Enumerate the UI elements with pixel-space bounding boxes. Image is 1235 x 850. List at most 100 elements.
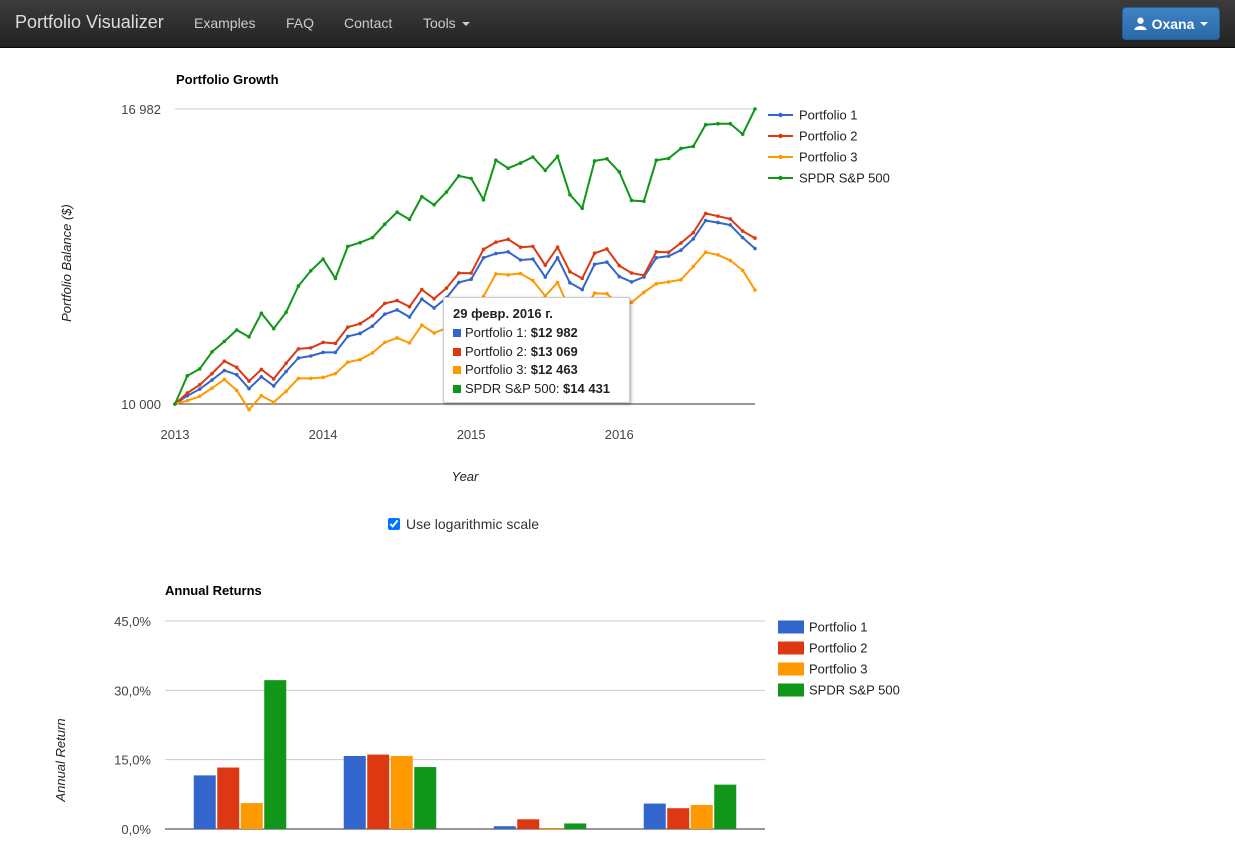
legend-item: Portfolio 1 [768, 108, 858, 123]
data-point [555, 256, 560, 260]
data-point [420, 297, 424, 301]
legend-swatch [778, 641, 804, 655]
bar [493, 826, 516, 829]
data-point [296, 376, 301, 381]
data-point [716, 253, 720, 257]
x-tick-label: 2014 [309, 427, 338, 442]
data-point [185, 373, 190, 378]
chart-legend[interactable]: Portfolio 1 Portfolio 2 Portfolio 3 SPDR S&… [768, 108, 890, 186]
tooltip-value: $12 463 [530, 362, 578, 377]
data-point [543, 168, 548, 173]
data-point [271, 377, 276, 381]
log-scale-checkbox[interactable] [388, 518, 400, 530]
data-point [222, 377, 227, 382]
data-point [321, 257, 325, 261]
data-point [617, 170, 622, 174]
y-axis-tick-labels: 0,0% 15,0% 30,0% 45,0% [114, 614, 151, 837]
log-scale-label: Use logarithmic scale [406, 516, 540, 532]
legend-marker [778, 154, 783, 160]
data-point [654, 281, 659, 286]
y-axis-label: Annual Return [53, 718, 68, 802]
data-point [284, 310, 288, 315]
data-point [469, 277, 473, 282]
tooltip-title: 29 февр. 2016 г. [453, 306, 553, 321]
data-point [666, 156, 671, 161]
legend-label: Portfolio 3 [809, 662, 868, 677]
legend-item: Portfolio 3 [768, 150, 858, 165]
data-point [234, 328, 239, 332]
data-point [654, 250, 659, 254]
x-axis-tick-labels: 2013 2014 2015 2016 [161, 427, 634, 442]
data-point [457, 280, 461, 285]
chart-bars [193, 680, 737, 830]
legend-label: Portfolio 3 [799, 150, 858, 165]
data-point [247, 407, 251, 412]
legend-swatch [778, 620, 804, 634]
legend-swatch [453, 384, 461, 393]
legend-swatch [453, 329, 461, 337]
series-line [174, 219, 756, 405]
user-menu-button[interactable]: Oxana [1122, 7, 1220, 40]
data-point [494, 158, 498, 163]
data-point [308, 269, 313, 273]
data-point [259, 375, 264, 379]
data-point [629, 198, 634, 203]
data-point [753, 288, 757, 292]
data-point [481, 197, 486, 202]
x-tick-label: 2013 [161, 427, 190, 442]
data-point [432, 296, 436, 301]
series-portfolio-2 [173, 211, 757, 406]
legend-marker [778, 175, 783, 181]
data-point [666, 254, 671, 258]
x-tick-label: 2015 [457, 427, 486, 442]
data-point [728, 121, 733, 126]
bar [367, 754, 390, 829]
y-axis-label: Portfolio Balance ($) [59, 204, 74, 322]
bar [414, 767, 437, 829]
data-point [679, 277, 683, 282]
data-point [568, 281, 572, 285]
data-point [345, 334, 350, 339]
data-point [234, 372, 239, 377]
data-point [210, 350, 214, 354]
data-point [358, 240, 362, 245]
chevron-down-icon [1200, 21, 1209, 26]
bar [390, 755, 413, 829]
user-icon [1134, 17, 1147, 30]
nav-link-faq[interactable]: FAQ [286, 15, 315, 31]
data-point [284, 369, 288, 374]
tools-dropdown[interactable]: Tools [423, 15, 470, 31]
y-tick-label: 10 000 [121, 397, 161, 412]
log-scale-toggle[interactable]: Use logarithmic scale [388, 516, 539, 532]
data-point [494, 272, 498, 276]
data-point [580, 206, 585, 211]
data-point [543, 263, 548, 267]
data-point [395, 298, 399, 303]
data-point [407, 341, 412, 345]
chart-tooltip: 29 февр. 2016 г. Portfolio 1: $12 982 Po… [443, 297, 630, 403]
chart-legend[interactable]: Portfolio 1 Portfolio 2 Portfolio 3 SPDR S&… [778, 620, 900, 698]
data-point [555, 154, 560, 159]
data-point [284, 389, 288, 394]
legend-label: Portfolio 2 [799, 129, 858, 144]
data-point [531, 244, 535, 249]
data-point [234, 365, 239, 370]
data-point [321, 375, 325, 380]
data-point [333, 276, 338, 281]
nav-link-examples[interactable]: Examples [194, 15, 256, 31]
data-point [210, 386, 214, 390]
data-point [506, 166, 510, 170]
data-point [432, 331, 436, 335]
tooltip-value: $13 069 [530, 343, 578, 359]
nav-link-contact[interactable]: Contact [344, 15, 393, 31]
y-tick-label: 30,0% [114, 683, 151, 698]
data-point [654, 256, 659, 260]
data-point [321, 350, 325, 355]
data-point [666, 250, 671, 255]
brand-link[interactable]: Portfolio Visualizer [15, 12, 164, 32]
bar [240, 803, 263, 829]
data-point [222, 368, 227, 373]
data-point [740, 235, 745, 240]
data-point [654, 158, 659, 163]
data-point [308, 376, 313, 381]
